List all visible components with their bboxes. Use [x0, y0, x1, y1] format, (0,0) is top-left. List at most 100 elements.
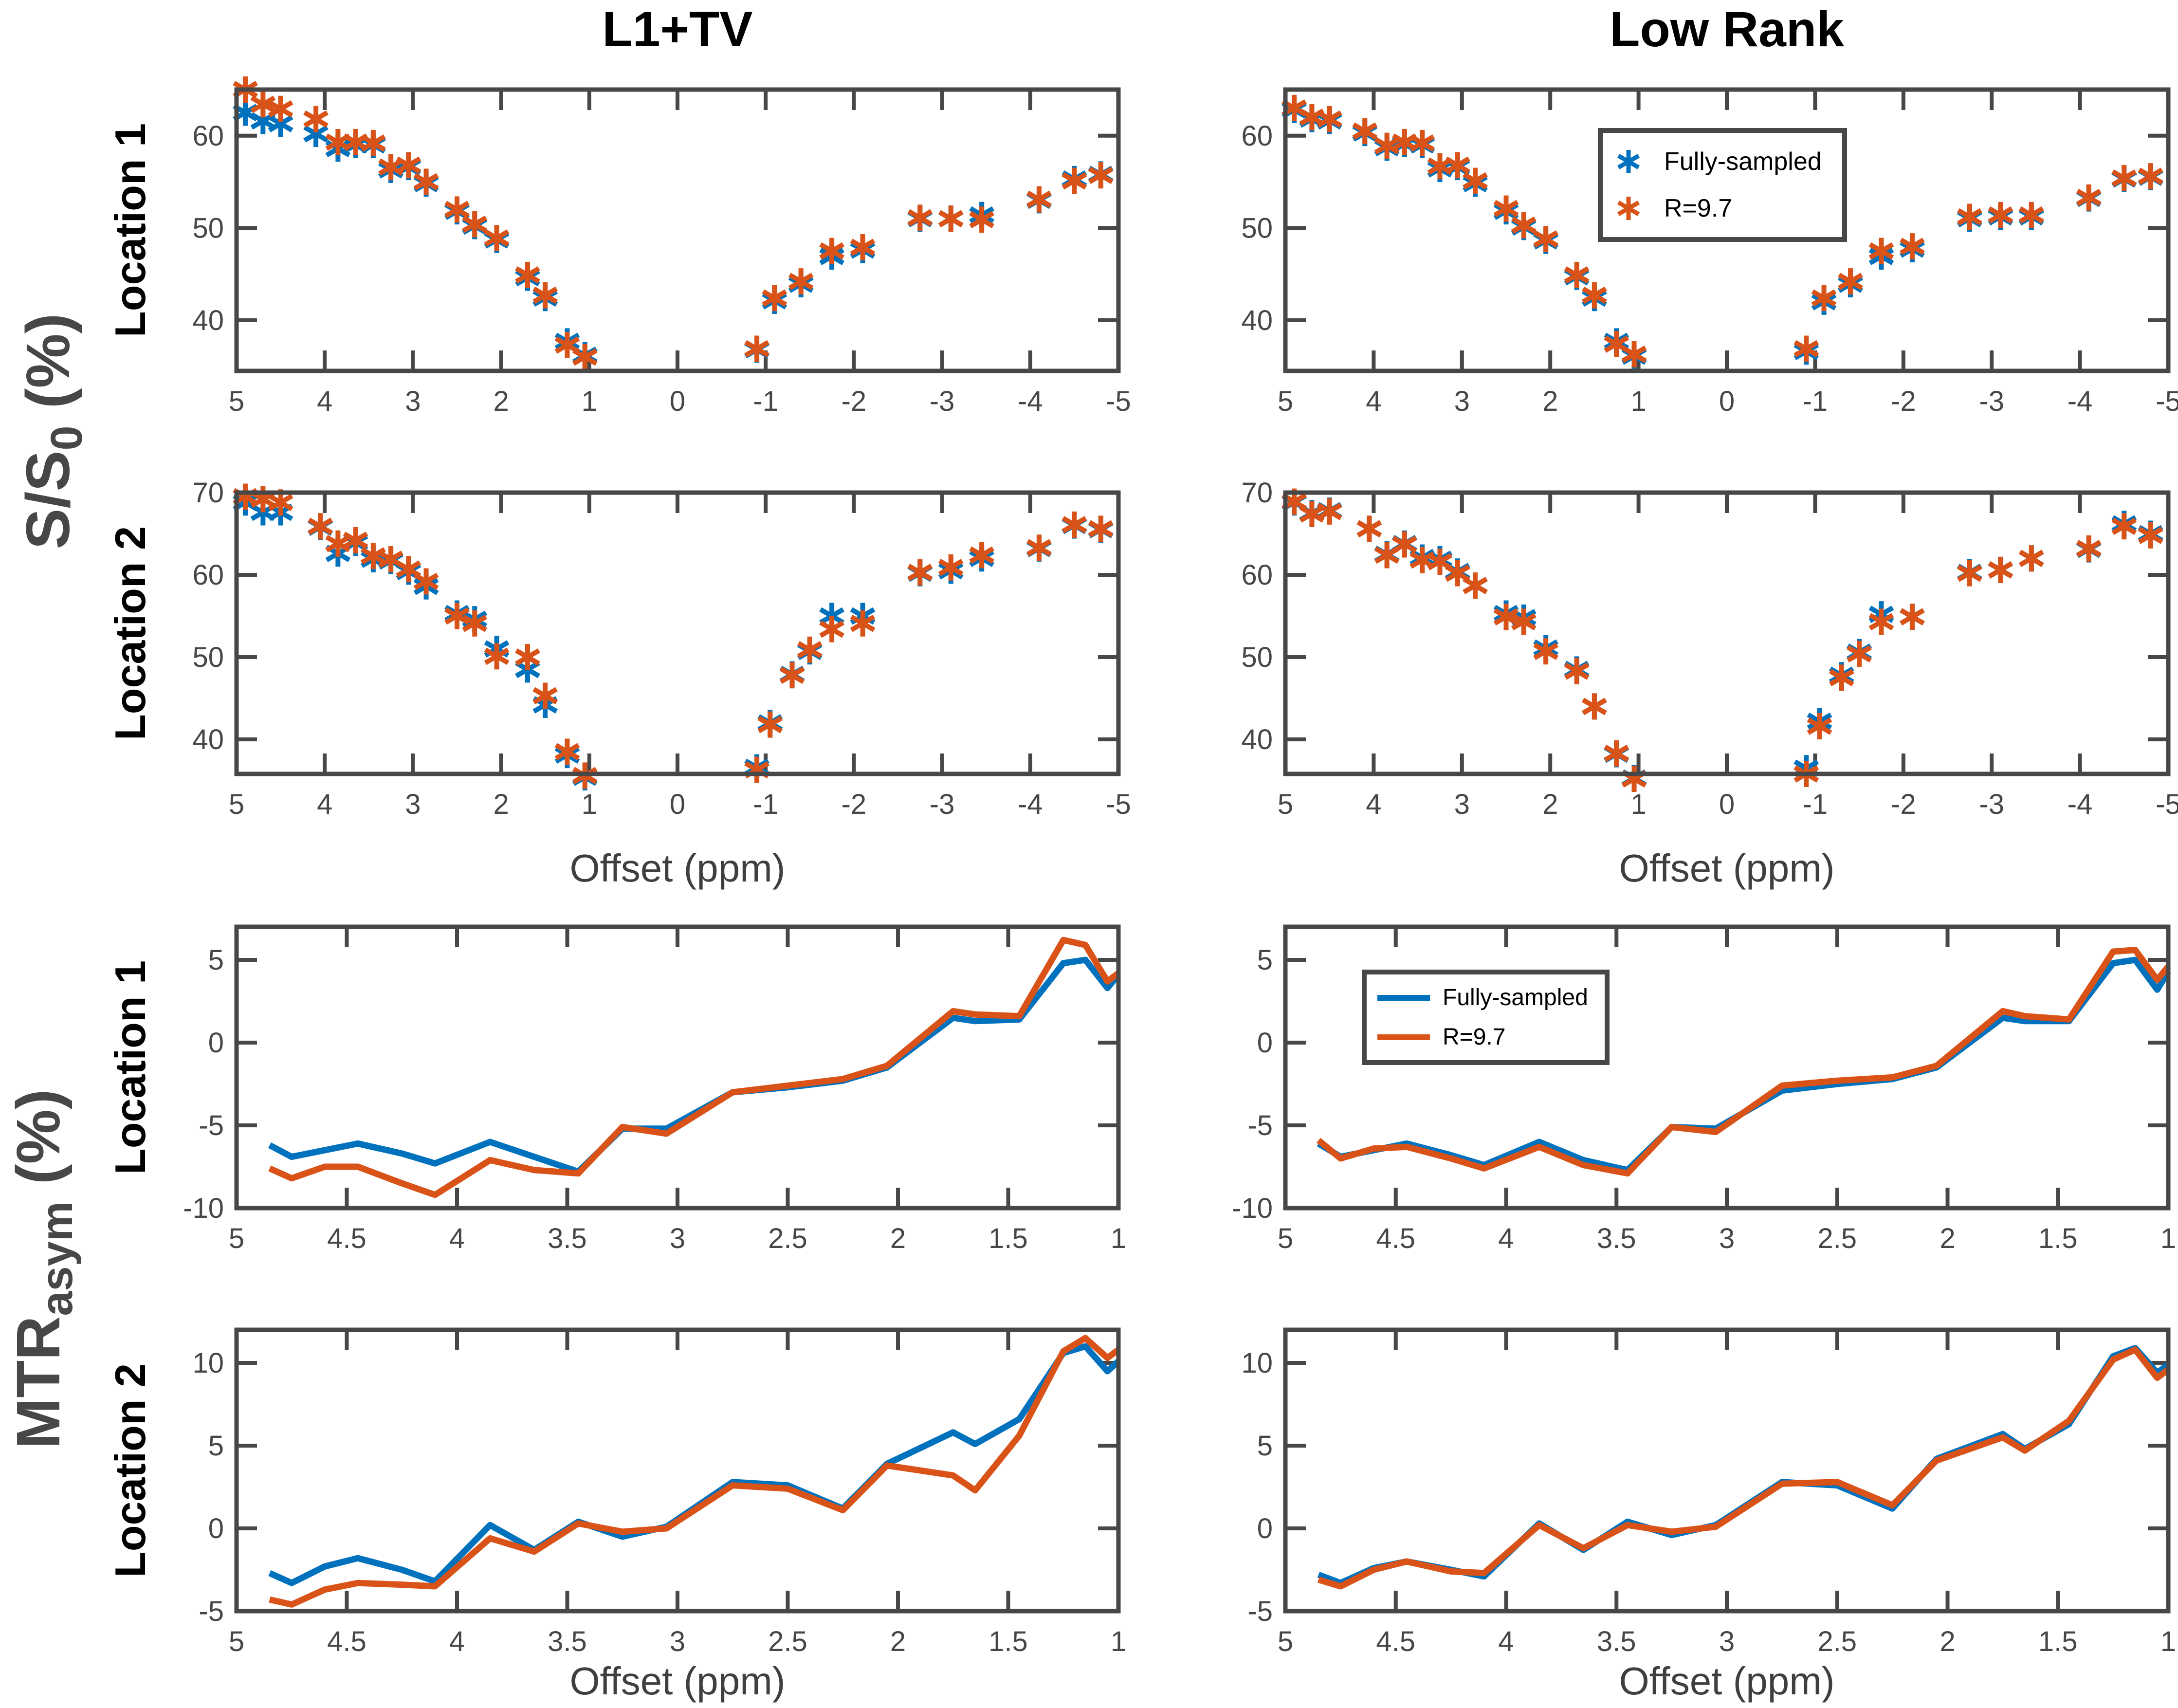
- series-R=9.7: [1281, 488, 2163, 792]
- x-tick-label: 4: [1366, 789, 1381, 820]
- x-tick-label: 3: [1454, 789, 1470, 820]
- x-tick-label: -1: [1803, 386, 1828, 417]
- asterisk-marker: [2138, 522, 2163, 549]
- asterisk-marker: [1463, 572, 1488, 599]
- asterisk-marker: [413, 168, 439, 195]
- asterisk-marker: [1026, 534, 1052, 561]
- plot-box: [234, 490, 1121, 776]
- y-tick-label: 0: [1257, 1513, 1273, 1544]
- plot-zspec-l1tv-loc1: 5 4 3 2 1 0 -1 -2 -3 -4 -5 40 50 60: [192, 76, 1131, 417]
- plot-box: [234, 1327, 1121, 1614]
- x-tick-label: 5: [229, 386, 244, 417]
- y-tick-label: 0: [1257, 1027, 1273, 1059]
- asterisk-marker: [444, 196, 470, 223]
- x-tick-label: 1: [1630, 386, 1646, 417]
- asterisk-marker: [1088, 515, 1114, 542]
- y-tick-label: -5: [1247, 1596, 1273, 1627]
- x-tick-label: 4.5: [1376, 1626, 1415, 1657]
- x-tick-label: 3.5: [1597, 1223, 1636, 1254]
- asterisk-marker: [797, 636, 823, 663]
- asterisk-marker: [1511, 212, 1537, 239]
- asterisk-marker: [515, 261, 540, 288]
- asterisk-marker: [1988, 556, 2013, 583]
- asterisk-marker: [1564, 658, 1590, 684]
- plot-box: [1283, 1327, 2171, 1614]
- asterisk-marker: [1409, 129, 1435, 156]
- x-tick-label: -1: [753, 789, 778, 820]
- x-tick-label: 5: [229, 1223, 244, 1254]
- asterisk-marker: [788, 268, 814, 295]
- asterisk-marker: [303, 106, 329, 132]
- x-tick-label: -2: [842, 789, 867, 820]
- asterisk-marker: [1811, 285, 1837, 312]
- asterisk-marker: [1900, 233, 1925, 260]
- y-tick-label: -5: [199, 1110, 224, 1141]
- xlabel-mtr-left: Offset (ppm): [569, 1659, 786, 1703]
- x-tick-label: -4: [2068, 386, 2093, 417]
- asterisk-marker: [1493, 604, 1519, 630]
- asterisk-marker: [572, 344, 598, 370]
- series-R=9.7: [268, 937, 1120, 1198]
- axes: 5 4.5 4 3.5 3 2.5 2 1.5 1 -5 0 5 10: [1241, 1332, 2176, 1657]
- plot-box: [1283, 87, 2171, 373]
- asterisk-marker: [1533, 226, 1559, 253]
- y-tick-label: 40: [1241, 305, 1273, 336]
- legend-zspec: Fully-sampled R=9.7: [1598, 128, 1847, 242]
- legend-label-fully-sampled: Fully-sampled: [1664, 147, 1822, 176]
- ylabel-mtr-post: (%): [3, 1089, 73, 1202]
- asterisk-marker: [850, 610, 876, 637]
- asterisk-marker: [1621, 341, 1647, 367]
- x-tick-label: 1.5: [988, 1223, 1028, 1254]
- x-tick-label: 3.5: [1597, 1626, 1636, 1657]
- legend-label-r97: R=9.7: [1443, 1024, 1506, 1050]
- asterisk-marker: [1062, 511, 1087, 538]
- x-tick-label: 1: [2160, 1223, 2176, 1254]
- column-title-l1tv: L1+TV: [602, 1, 753, 57]
- x-tick-label: -2: [1891, 386, 1916, 417]
- x-tick-label: 2: [1542, 789, 1558, 820]
- axes: 5 4 3 2 1 0 -1 -2 -3 -4 -5 40 50 60: [192, 92, 1131, 417]
- x-tick-label: 3: [405, 386, 421, 417]
- x-tick-label: -3: [930, 789, 955, 820]
- plot-box: [1283, 924, 2171, 1211]
- asterisk-marker-icon: [1611, 147, 1646, 177]
- asterisk-marker: [1838, 268, 1863, 295]
- x-tick-label: 3: [670, 1223, 685, 1254]
- x-tick-label: 2.5: [768, 1223, 807, 1254]
- x-tick-label: 0: [1719, 789, 1735, 820]
- axes: 5 4.5 4 3.5 3 2.5 2 1.5 1 -5 0 5 10: [192, 1332, 1126, 1657]
- y-tick-label: -10: [1232, 1193, 1273, 1224]
- axes: 5 4 3 2 1 0 -1 -2 -3 -4 -5 40 50 60 70: [1241, 477, 2178, 820]
- y-tick-label: 70: [1241, 477, 1273, 509]
- asterisk-marker: [1317, 498, 1342, 525]
- x-tick-label: 1.5: [2038, 1223, 2078, 1254]
- y-tick-label: -5: [199, 1596, 224, 1627]
- asterisk-marker: [907, 204, 933, 231]
- x-tick-label: -5: [1106, 789, 1131, 820]
- plot-mtr-l1tv-loc1: 5 4.5 4 3.5 3 2.5 2 1.5 1 -10 -5 0 5: [183, 924, 1126, 1254]
- ylabel-signal-post: (%): [13, 313, 82, 426]
- plot-box: [234, 924, 1121, 1211]
- x-tick-label: 2: [890, 1626, 906, 1657]
- asterisk-marker: [779, 662, 805, 689]
- asterisk-marker: [250, 91, 276, 118]
- x-tick-label: 1: [582, 789, 597, 820]
- y-tick-label: 50: [192, 212, 224, 244]
- plot-box: [234, 87, 1121, 373]
- y-tick-label: 10: [192, 1347, 224, 1379]
- series-R=9.7: [233, 76, 1114, 370]
- y-tick-label: 70: [192, 477, 224, 509]
- asterisk-marker: [1317, 106, 1342, 132]
- x-tick-label: 4: [317, 789, 332, 820]
- y-tick-label: 5: [1257, 1430, 1273, 1462]
- x-tick-label: 1: [1630, 789, 1646, 820]
- asterisk-marker: [1794, 335, 1819, 362]
- asterisk-marker: [343, 527, 368, 554]
- xlabel-zspec-left: Offset (ppm): [569, 846, 786, 890]
- asterisk-marker: [2076, 535, 2102, 562]
- asterisk-marker: [2076, 184, 2102, 211]
- y-tick-label: 60: [1241, 559, 1273, 591]
- plot-box: [1283, 490, 2171, 776]
- asterisk-marker: [1868, 238, 1894, 264]
- x-tick-label: 2: [1940, 1626, 1955, 1657]
